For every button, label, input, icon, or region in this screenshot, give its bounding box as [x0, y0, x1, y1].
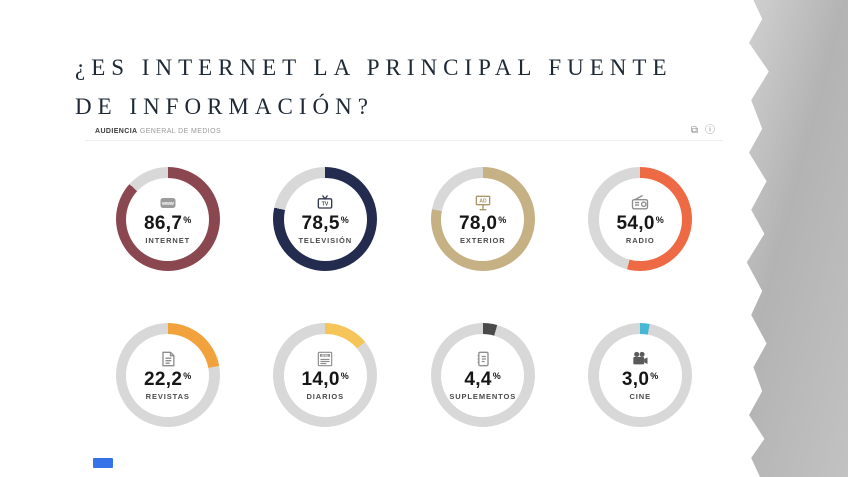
donut-value: 3,0%	[621, 369, 659, 390]
torn-paper-edge	[746, 0, 848, 477]
www-icon: www	[158, 193, 178, 213]
svg-text:NEWS: NEWS	[322, 355, 329, 357]
donut-label: INTERNET	[145, 236, 191, 245]
donut-value: 14,0%	[301, 369, 349, 390]
svg-text:TV: TV	[322, 202, 329, 208]
svg-text:www: www	[161, 201, 174, 207]
donut-diarios: NEWS 14,0% DIARIOS	[273, 323, 378, 427]
chart-title-rest: GENERAL DE MEDIOS	[137, 127, 222, 135]
donut-cine: 3,0% CINE	[588, 323, 693, 427]
chart-title-bold: AUDIENCIA	[95, 127, 138, 135]
donut-exterior: AD 78,0% EXTERIOR	[430, 167, 535, 271]
chart-panel: AUDIENCIA GENERAL DE MEDIOS ⧉ ⓘ www 86,7…	[85, 122, 723, 468]
donut-value: 78,5%	[301, 213, 349, 234]
donut-revistas: 22,2% REVISTAS	[115, 323, 220, 427]
billboard-icon: AD	[473, 193, 493, 213]
donut-internet: www 86,7% INTERNET	[115, 167, 220, 271]
donut-television: TV 78,5% TELEVISIÓN	[273, 167, 378, 271]
chart-panel-header: AUDIENCIA GENERAL DE MEDIOS ⧉ ⓘ	[85, 122, 723, 141]
donut-value: 4,4%	[464, 369, 502, 390]
donut-value: 78,0%	[459, 213, 507, 234]
donut-radio: 54,0% RADIO	[588, 167, 693, 271]
donut-label: DIARIOS	[306, 392, 345, 401]
donut-value: 54,0%	[616, 213, 664, 234]
donut-value: 22,2%	[144, 369, 192, 390]
export-icon[interactable]: ⧉	[690, 125, 698, 136]
page-title: ¿ES INTERNET LA PRINCIPAL FUENTE DE INFO…	[75, 48, 673, 126]
donut-label: CINE	[629, 392, 652, 401]
info-icon[interactable]: ⓘ	[705, 125, 715, 136]
newspaper-icon: NEWS	[315, 349, 335, 369]
donut-value: 86,7%	[144, 213, 192, 234]
radio-icon	[630, 193, 650, 213]
donut-grid: www 86,7% INTERNET TV 78,5% TELEVISIÓN A…	[85, 141, 723, 427]
donut-label: TELEVISIÓN	[298, 236, 353, 245]
svg-text:AD: AD	[479, 199, 487, 205]
donut-suplementos: 4,4% SUPLEMENTOS	[430, 323, 535, 427]
camera-icon	[630, 349, 650, 369]
page-title-line1: ¿ES INTERNET LA PRINCIPAL FUENTE	[75, 55, 673, 80]
chart-title: AUDIENCIA GENERAL DE MEDIOS	[95, 128, 221, 135]
tv-icon: TV	[315, 193, 335, 213]
donut-label: SUPLEMENTOS	[449, 392, 517, 401]
logo-fragment	[93, 458, 113, 468]
donut-label: RADIO	[625, 236, 655, 245]
donut-label: REVISTAS	[145, 392, 190, 401]
booklet-icon	[473, 349, 493, 369]
page-title-line2: DE INFORMACIÓN?	[75, 94, 374, 120]
magazine-icon	[158, 349, 178, 369]
donut-label: EXTERIOR	[459, 236, 506, 245]
